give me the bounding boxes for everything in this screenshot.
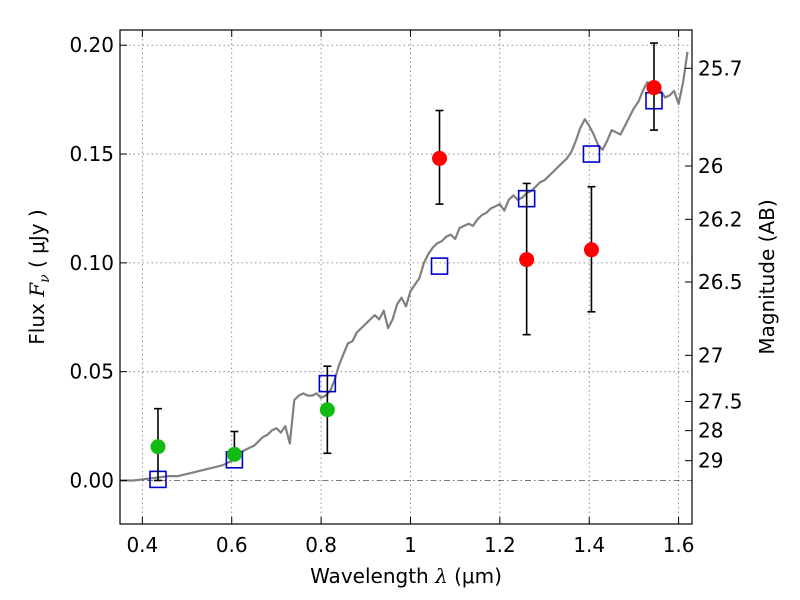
plot-frame <box>119 29 693 525</box>
x-tick-label: 1.2 <box>484 533 516 557</box>
y-axis-label: Flux <box>25 303 49 345</box>
photometry-point <box>432 150 448 166</box>
y2-tick-label: 26 <box>698 154 723 178</box>
y-axis-unit: ( μJy ) <box>25 209 49 268</box>
x-tick-label: 1 <box>404 533 417 557</box>
y2-tick-label: 26.2 <box>698 207 743 231</box>
photometry-point <box>319 402 335 418</box>
photometry-point <box>150 439 166 455</box>
y-axis-symbol-subscript: ν <box>37 274 53 283</box>
x-tick-label: 1.6 <box>663 533 695 557</box>
y2-tick-label: 26.5 <box>698 270 743 294</box>
photometry-point <box>226 446 242 462</box>
y2-tick-label: 29 <box>698 449 723 473</box>
y2-tick-label: 27.5 <box>698 389 743 413</box>
photometry-point <box>519 252 535 268</box>
y-tick-label: 0.05 <box>69 360 114 384</box>
ticks-layer: 0.4 0.6 0.8 1 1.2 1.4 1.6 0.00 0.05 0.10 0.15 0.20 2… <box>69 30 743 557</box>
y-tick-label: 0.00 <box>69 468 114 492</box>
x-axis-title: Wavelength λ (μm) <box>310 564 502 588</box>
y-tick-label: 0.15 <box>69 142 114 166</box>
photometry-point <box>583 242 599 258</box>
x-tick-label: 0.4 <box>126 533 158 557</box>
y2-axis-title: Magnitude (AB) <box>755 199 779 354</box>
y2-tick-label: 25.7 <box>698 56 743 80</box>
model-spectrum-line <box>120 51 689 482</box>
x-tick-label: 0.8 <box>305 533 337 557</box>
y-axis-title: Flux Fν ( μJy ) <box>25 209 53 344</box>
y-tick-label: 0.10 <box>69 251 114 275</box>
model-band-square <box>430 257 449 275</box>
y-tick-label: 0.20 <box>69 33 114 57</box>
y2-tick-label: 27 <box>698 343 723 367</box>
model-band-square <box>582 145 601 163</box>
y-axis-symbol: F <box>25 282 49 298</box>
series-layer <box>120 42 689 489</box>
photometry-point <box>646 80 662 96</box>
x-axis-symbol: λ <box>434 564 448 588</box>
grid <box>120 30 692 524</box>
y2-tick-label: 28 <box>698 419 723 443</box>
x-tick-label: 0.6 <box>216 533 248 557</box>
x-axis-label: Wavelength <box>310 564 429 588</box>
x-tick-label: 1.4 <box>573 533 605 557</box>
x-axis-unit: (μm) <box>454 564 502 588</box>
